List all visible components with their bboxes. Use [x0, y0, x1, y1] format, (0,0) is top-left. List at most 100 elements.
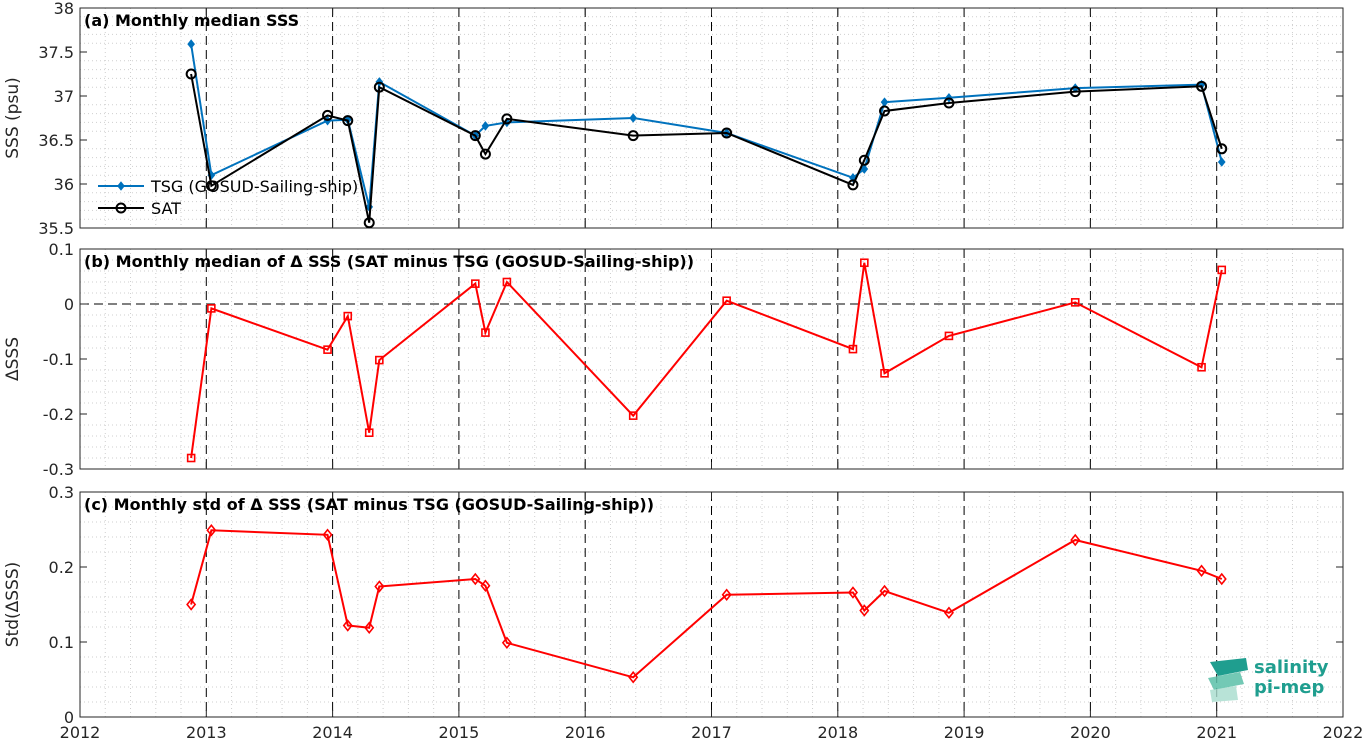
- data-point: [322, 109, 334, 121]
- y-tick-label: 0.2: [49, 558, 74, 577]
- data-point: [481, 121, 490, 131]
- y-tick-label: -0.3: [43, 460, 74, 479]
- x-tick-label: 2012: [60, 723, 101, 742]
- panel-b: [79, 248, 1344, 470]
- data-point: [502, 277, 512, 287]
- data-point: [185, 68, 197, 80]
- data-point: [1216, 143, 1228, 155]
- data-point: [880, 368, 889, 378]
- logo-wave-icon: [1208, 658, 1248, 702]
- data-point: [363, 217, 375, 229]
- logo-line1: salinity: [1254, 657, 1329, 678]
- y-tick-label: 0.3: [49, 483, 74, 502]
- data-point: [627, 130, 639, 142]
- data-point: [848, 344, 858, 354]
- data-point: [1197, 362, 1206, 372]
- salinity-pi-mep-logo: salinity pi-mep: [1206, 656, 1336, 706]
- data-point: [479, 148, 491, 160]
- y-tick-label: 0.1: [49, 240, 74, 259]
- data-point: [501, 636, 512, 650]
- x-tick-label: 2018: [817, 723, 858, 742]
- x-tick-label: 2019: [944, 723, 985, 742]
- data-point: [470, 572, 481, 586]
- series-line: [190, 262, 1223, 459]
- data-point: [847, 586, 858, 599]
- data-point: [342, 115, 354, 127]
- y-tick-label: -0.2: [43, 405, 74, 424]
- legend-marker: [115, 202, 127, 214]
- series-line: [190, 73, 1223, 223]
- data-point: [186, 598, 197, 611]
- logo-line2: pi-mep: [1254, 677, 1325, 698]
- data-point: [859, 604, 870, 617]
- data-point: [187, 39, 195, 49]
- data-point: [1070, 533, 1081, 547]
- y-tick-label: 38: [54, 0, 74, 18]
- data-point: [879, 105, 891, 117]
- data-point: [481, 328, 490, 337]
- data-point: [943, 97, 955, 109]
- data-point: [721, 588, 732, 602]
- y-axis-label: SSS (psu): [3, 77, 23, 158]
- y-tick-label: 35.5: [38, 219, 74, 238]
- data-point: [1069, 86, 1081, 98]
- data-point: [343, 311, 353, 321]
- y-tick-label: -0.1: [43, 350, 74, 369]
- data-point: [323, 345, 332, 354]
- legend-label: TSG (GOSUD-Sailing-ship): [150, 177, 358, 196]
- y-axis-label: Std(ΔSSS): [3, 562, 23, 648]
- data-point: [205, 180, 217, 192]
- data-point: [375, 355, 384, 365]
- data-point: [628, 670, 639, 684]
- data-point: [364, 621, 375, 635]
- data-point: [858, 154, 870, 166]
- data-point: [722, 296, 731, 306]
- y-axis-label: ΔSSS: [3, 337, 23, 381]
- x-tick-label: 2015: [439, 723, 480, 742]
- y-tick-label: 0: [64, 708, 74, 727]
- data-point: [480, 579, 491, 593]
- data-point: [860, 164, 869, 174]
- data-point: [879, 584, 890, 598]
- panel-title: (b) Monthly median of Δ SSS (SAT minus T…: [84, 252, 694, 271]
- x-tick-label: 2022: [1323, 723, 1364, 742]
- data-point: [847, 179, 859, 191]
- x-tick-label: 2020: [1070, 723, 1111, 742]
- legend-marker: [117, 181, 125, 191]
- y-tick-label: 36: [54, 175, 74, 194]
- data-point: [1196, 80, 1208, 92]
- x-tick-label: 2017: [691, 723, 732, 742]
- y-tick-label: 0: [64, 295, 74, 314]
- data-point: [1070, 298, 1080, 307]
- data-point: [860, 258, 869, 268]
- data-point: [374, 580, 385, 593]
- data-point: [849, 173, 857, 183]
- panel-a: TSG (GOSUD-Sailing-ship) SAT: [79, 7, 1344, 229]
- data-point: [364, 428, 374, 438]
- data-point: [628, 411, 638, 420]
- data-point: [186, 453, 196, 463]
- data-point: [471, 279, 480, 288]
- data-point: [721, 127, 733, 139]
- data-point: [1196, 564, 1207, 578]
- x-tick-label: 2021: [1196, 723, 1237, 742]
- y-tick-label: 36.5: [38, 131, 74, 150]
- legend-label: SAT: [151, 199, 181, 218]
- panel-title: (c) Monthly std of Δ SSS (SAT minus TSG …: [84, 495, 654, 514]
- x-tick-label: 2016: [565, 723, 606, 742]
- series-line: [190, 529, 1223, 679]
- data-point: [880, 97, 889, 107]
- data-point: [629, 113, 638, 123]
- data-point: [206, 523, 217, 537]
- panel-c: [79, 491, 1344, 718]
- panel-title: (a) Monthly median SSS: [84, 11, 299, 30]
- data-point: [469, 130, 481, 142]
- y-tick-label: 37: [54, 87, 74, 106]
- legend: TSG (GOSUD-Sailing-ship) SAT: [98, 177, 358, 218]
- y-tick-label: 37.5: [38, 43, 74, 62]
- data-point: [207, 304, 216, 313]
- y-tick-label: 0.1: [49, 633, 74, 652]
- data-point: [322, 528, 333, 542]
- x-tick-label: 2013: [186, 723, 227, 742]
